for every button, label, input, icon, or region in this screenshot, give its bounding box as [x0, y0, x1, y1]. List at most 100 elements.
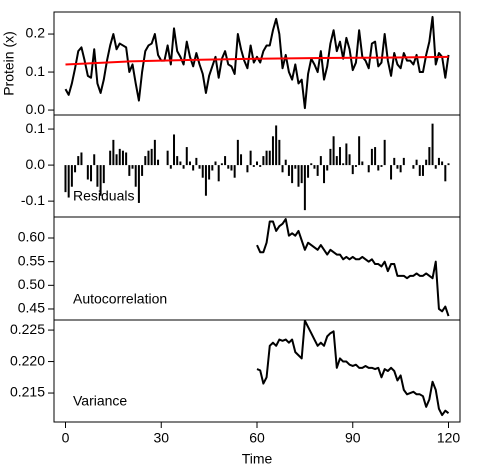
bar — [201, 165, 204, 178]
bar — [284, 159, 287, 166]
x-tick-label: 90 — [345, 430, 361, 446]
bar — [383, 139, 386, 166]
bar — [217, 165, 220, 182]
bar — [399, 165, 402, 173]
bar — [233, 165, 236, 178]
bar — [230, 165, 233, 171]
bar — [252, 165, 255, 167]
bar — [246, 165, 249, 173]
bar — [240, 154, 243, 166]
bar — [70, 165, 73, 187]
y-tick-label: 0.0 — [26, 101, 46, 117]
y-tick-label: -0.1 — [21, 192, 45, 208]
bar — [169, 165, 172, 169]
bar — [182, 165, 185, 169]
bar — [319, 156, 322, 166]
bar — [437, 157, 440, 166]
bar — [278, 139, 281, 166]
panel-label: Residuals — [73, 188, 134, 204]
x-tick-label: 30 — [153, 430, 169, 446]
bar — [224, 156, 227, 166]
bar — [141, 165, 144, 176]
y-tick-label: 0.0 — [26, 156, 46, 172]
series-line — [256, 319, 450, 417]
bar — [307, 165, 310, 178]
x-tick-label: 60 — [249, 430, 265, 446]
x-tick-label: 0 — [62, 430, 70, 446]
panel-label: Autocorrelation — [73, 291, 167, 307]
y-tick-label: 0.1 — [26, 120, 46, 136]
bar — [265, 150, 268, 166]
bar — [390, 165, 393, 180]
bar — [358, 136, 361, 166]
bar — [370, 148, 373, 166]
bar — [220, 163, 223, 166]
bar — [185, 147, 188, 166]
bar — [96, 165, 99, 187]
bar — [176, 156, 179, 166]
series-line — [256, 218, 450, 317]
bar — [249, 150, 252, 166]
bar — [367, 165, 370, 173]
bar — [294, 165, 297, 169]
bar — [380, 165, 383, 167]
bar — [99, 165, 102, 196]
bar — [121, 150, 124, 166]
bar — [93, 154, 96, 166]
bar — [297, 165, 300, 187]
bar — [256, 161, 258, 166]
bar — [342, 163, 345, 166]
bar — [447, 163, 450, 166]
bar — [345, 143, 348, 166]
series-line — [64, 15, 450, 110]
y-tick-label: 0.55 — [18, 252, 45, 268]
bar — [268, 150, 271, 166]
bar — [74, 165, 77, 173]
bar — [271, 136, 274, 166]
bar — [335, 156, 338, 166]
bar — [211, 165, 214, 171]
x-tick-label: 120 — [437, 430, 461, 446]
bar — [374, 147, 377, 166]
bar — [338, 147, 341, 166]
bar — [112, 139, 115, 166]
bar — [275, 125, 278, 166]
bar — [188, 161, 191, 166]
bar — [421, 165, 424, 176]
bar — [402, 157, 405, 166]
bar — [326, 165, 329, 171]
bar — [208, 165, 211, 180]
bar — [128, 165, 131, 176]
y-tick-label: 0.225 — [10, 321, 45, 337]
bar — [393, 157, 396, 166]
bar — [118, 148, 121, 166]
bar — [137, 165, 140, 203]
y-tick-label: 0.215 — [10, 384, 45, 400]
bar — [444, 165, 447, 182]
bar — [441, 161, 444, 166]
bar — [316, 165, 319, 176]
bar — [351, 165, 354, 175]
bar — [195, 157, 198, 166]
bar — [354, 165, 357, 167]
y-tick-label: 0.45 — [18, 300, 45, 316]
y-tick-label: 0.50 — [18, 276, 45, 292]
bar — [291, 165, 294, 184]
bar — [204, 165, 207, 196]
bar — [396, 165, 399, 169]
bar — [147, 150, 150, 166]
bar — [115, 154, 118, 166]
bar — [287, 165, 290, 176]
bar — [431, 123, 434, 166]
bar — [361, 161, 364, 166]
bar — [425, 159, 428, 166]
bar — [192, 165, 195, 171]
bar — [313, 165, 316, 169]
bar — [300, 165, 303, 184]
panel-frame — [53, 11, 461, 116]
y-tick-label: 0.2 — [26, 25, 46, 41]
bar — [80, 152, 83, 166]
bar — [109, 150, 112, 166]
bar — [227, 165, 230, 169]
